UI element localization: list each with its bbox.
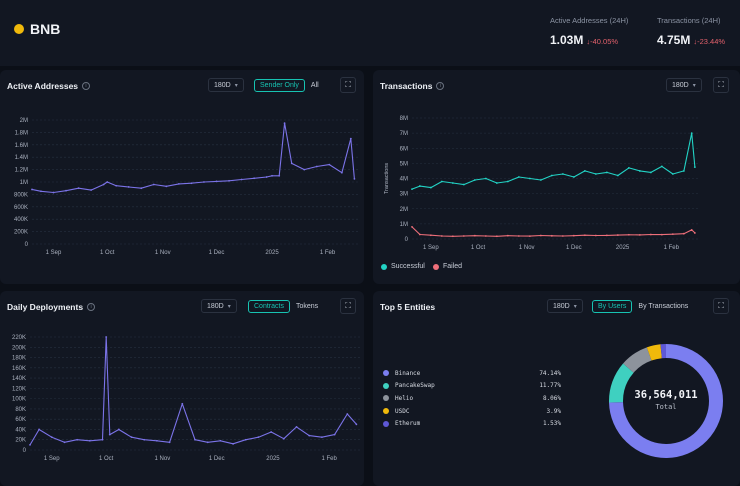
panel-title: Top 5 Entities [380,302,436,312]
range-value: 180D [553,302,570,310]
info-icon[interactable]: i [87,303,96,311]
list-item[interactable]: Etherum 1.53% [383,417,561,430]
list-item[interactable]: Helio 8.06% [383,392,561,405]
kpi-label: Transactions (24H) [657,16,721,25]
expand-icon[interactable]: ⛶ [340,298,356,314]
entity-pct: 11.77% [539,382,561,390]
kpi-delta: ↓-23.44% [693,37,726,46]
donut-total: 36,564,011 [634,389,698,401]
sender-toggle: Sender Only All [254,78,325,92]
entity-name: Binance [395,369,421,377]
toggle-sender-only[interactable]: Sender Only [254,78,305,92]
panel-title: Daily Deployments [7,302,84,312]
entity-list: Binance 74.14% PancakeSwap 11.77% Helio … [383,367,561,430]
entity-name: USDC [395,407,410,415]
daily-deployments-panel: Daily Deployments i 180D ▾ Contracts Toke… [0,291,364,486]
panel-title: Active Addresses [7,81,79,91]
legend-failed[interactable]: Failed [433,263,462,270]
panel-title: Transactions [380,81,433,91]
entity-color-dot [383,420,389,427]
expand-icon[interactable]: ⛶ [713,298,729,314]
entity-name: Helio [395,394,414,402]
legend-label: Successful [391,263,425,270]
toggle-tokens[interactable]: Tokens [295,302,319,310]
info-icon[interactable]: i [436,82,445,90]
chevron-down-icon: ▾ [692,82,696,89]
info-icon[interactable]: i [82,82,91,90]
kpi-value: 4.75M [657,33,691,47]
entity-color-dot [383,382,389,389]
transactions-panel: Transactions i 180D ▾ ⛶ Successful Failed [373,70,740,284]
legend-label: Failed [443,263,463,270]
legend-dot [381,263,387,270]
entity-pct: 1.53% [542,420,561,428]
entity-pct: 74.14% [539,369,561,377]
active-addresses-panel: Active Addresses i 180D ▾ Sender Only All… [0,70,364,284]
toggle-by-transactions[interactable]: By Transactions [638,302,689,310]
entity-name: Etherum [395,420,421,428]
bnb-logo-icon [14,24,24,34]
top-entities-panel: Top 5 Entities 180D ▾ By Users By Transac… [373,291,740,486]
chevron-down-icon: ▾ [573,303,577,310]
chevron-down-icon: ▾ [234,82,238,89]
entity-name: PancakeSwap [395,382,435,390]
toggle-contracts[interactable]: Contracts [248,299,290,313]
list-item[interactable]: USDC 3.9% [383,405,561,418]
list-item[interactable]: Binance 74.14% [383,367,561,380]
entity-color-dot [383,370,389,377]
toggle-by-users[interactable]: By Users [592,299,633,313]
entities-toggle: By Users By Transactions [592,299,694,313]
chevron-down-icon: ▾ [227,303,231,310]
deployments-toggle: Contracts Tokens [248,299,324,313]
kpi-value: 1.03M [550,33,584,47]
range-select[interactable]: 180D ▾ [547,299,583,313]
expand-icon[interactable]: ⛶ [340,77,356,93]
range-select[interactable]: 180D ▾ [208,78,244,92]
range-value: 180D [214,81,231,89]
range-value: 180D [207,302,224,310]
range-select[interactable]: 180D ▾ [666,78,702,92]
list-item[interactable]: PancakeSwap 11.77% [383,380,561,393]
legend-dot [433,263,439,270]
entity-pct: 8.06% [542,394,561,402]
kpi-active-addresses: Active Addresses (24H) 1.03M ↓-40.05% [550,16,628,47]
brand: BNB [14,21,60,37]
expand-icon[interactable]: ⛶ [713,77,729,93]
kpi-delta: ↓-40.05% [586,37,619,46]
legend-successful[interactable]: Successful [381,263,425,270]
donut-center: 36,564,011 Total [606,389,726,411]
kpi-label: Active Addresses (24H) [550,16,629,25]
entity-pct: 3.9% [546,407,561,415]
donut-caption: Total [655,403,677,411]
toggle-all[interactable]: All [310,81,319,89]
kpi-transactions: Transactions (24H) 4.75M ↓-23.44% [657,16,725,47]
entity-color-dot [383,408,389,415]
top-header: BNB Active Addresses (24H) 1.03M ↓-40.05… [0,0,740,66]
range-value: 180D [672,81,689,89]
range-select[interactable]: 180D ▾ [201,299,237,313]
brand-name: BNB [30,21,61,37]
entity-color-dot [383,395,389,402]
